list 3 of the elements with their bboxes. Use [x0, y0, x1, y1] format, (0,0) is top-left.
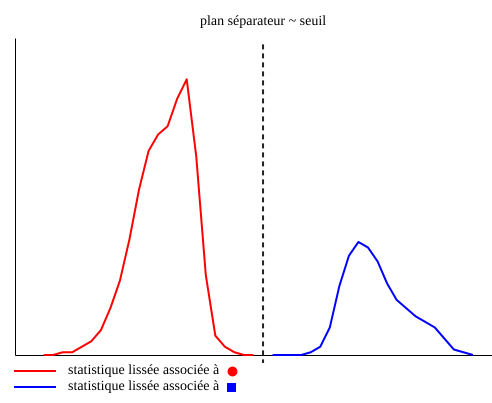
legend-label: statistique lissée associée à: [68, 363, 220, 379]
text: plan séparateur ~ seuil: [200, 14, 326, 29]
legend-label: statistique lissée associée à: [68, 379, 220, 395]
